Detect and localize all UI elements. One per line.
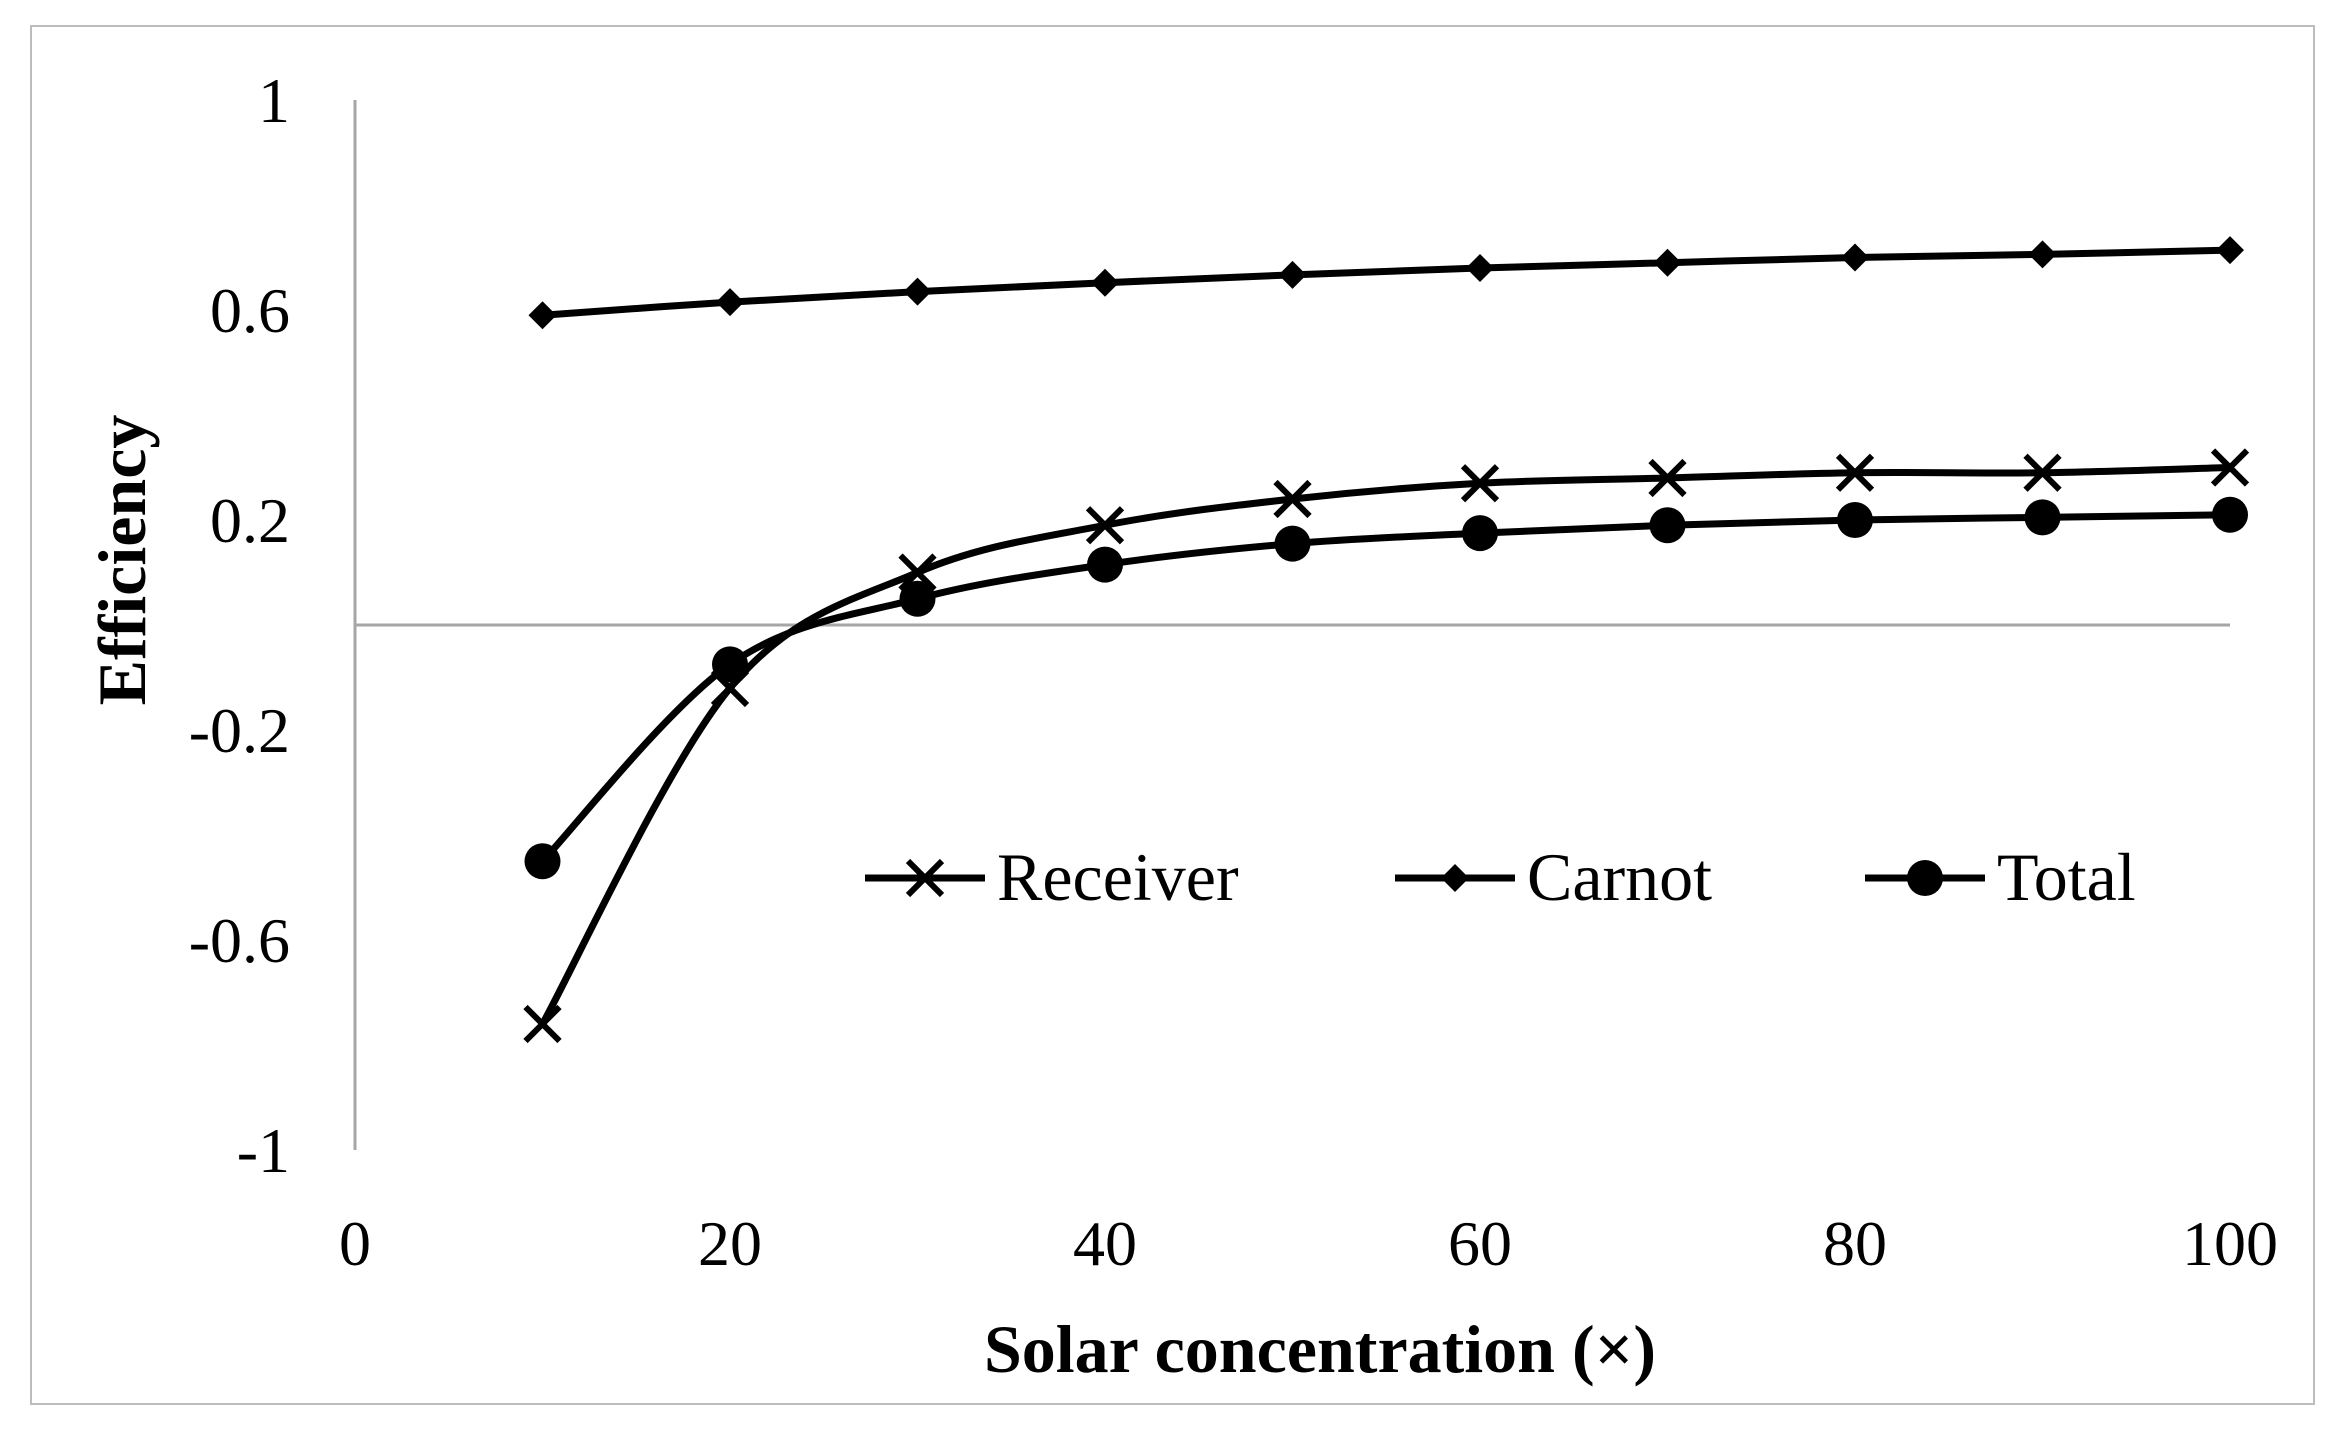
- carnot-point: [1653, 248, 1682, 277]
- legend: Receiver Carnot Total: [865, 839, 2136, 915]
- series-carnot: [528, 236, 2244, 330]
- y-tick-label: -1: [237, 1115, 290, 1186]
- receiver-point: [1835, 453, 1875, 492]
- y-tick-label: -0.2: [189, 695, 290, 766]
- x-tick-label: 0: [339, 1208, 371, 1279]
- receiver-point: [2210, 448, 2250, 487]
- total-point: [1649, 507, 1686, 544]
- carnot-point: [716, 288, 744, 317]
- series-total: [524, 496, 2248, 880]
- axes: [353, 100, 2230, 1150]
- total-point: [1837, 502, 1873, 538]
- receiver-point: [2023, 453, 2062, 492]
- legend-carnot-label: Carnot: [1527, 839, 1712, 915]
- x-tick-label: 40: [1073, 1208, 1137, 1279]
- carnot-point: [528, 301, 557, 330]
- legend-carnot-marker: [1441, 864, 1469, 892]
- legend-total-label: Total: [1997, 839, 2136, 915]
- receiver-point: [898, 553, 937, 592]
- x-tick-label: 80: [1823, 1208, 1887, 1279]
- x-tick-label: 100: [2182, 1208, 2278, 1279]
- carnot-point: [2216, 236, 2244, 265]
- x-axis-title: Solar concentration (×): [984, 1311, 1656, 1387]
- receiver-point: [1648, 458, 1687, 498]
- total-point: [712, 646, 748, 683]
- legend-item-carnot: Carnot: [1395, 839, 1712, 915]
- receiver-point: [1460, 464, 1500, 503]
- y-axis-title: Efficiency: [84, 415, 160, 706]
- carnot-point: [1278, 260, 1307, 289]
- total-point: [1274, 525, 1311, 562]
- receiver-point: [523, 1004, 562, 1044]
- carnot-point: [2028, 240, 2057, 269]
- total-point: [2212, 496, 2248, 533]
- y-tick-label: 1: [258, 65, 290, 136]
- tick-labels: 1 0.6 0.2 -0.2 -0.6 -1 0 20 40 60 80 100: [189, 65, 2278, 1279]
- x-tick-label: 60: [1448, 1208, 1512, 1279]
- total-point: [899, 580, 936, 617]
- carnot-point: [1091, 268, 1119, 297]
- y-tick-label: 0.2: [210, 485, 290, 556]
- receiver-point: [1085, 506, 1125, 545]
- legend-receiver-marker: [905, 858, 945, 898]
- total-line: [539, 511, 2231, 864]
- y-tick-label: 0.6: [210, 275, 290, 346]
- receiver-line: [539, 464, 2231, 1026]
- total-point: [524, 843, 561, 880]
- legend-item-receiver: Receiver: [865, 839, 1239, 915]
- carnot-line: [542, 246, 2231, 319]
- total-point: [1462, 515, 1498, 552]
- legend-total-marker: [1907, 860, 1943, 896]
- total-point: [1087, 546, 1123, 583]
- x-tick-label: 20: [698, 1208, 762, 1279]
- carnot-point: [1466, 254, 1494, 282]
- total-point: [2024, 499, 2061, 536]
- carnot-point: [1841, 243, 1869, 272]
- carnot-point: [903, 277, 932, 306]
- legend-item-total: Total: [1865, 839, 2136, 915]
- legend-receiver-label: Receiver: [997, 839, 1239, 915]
- y-tick-label: -0.6: [189, 905, 290, 976]
- receiver-point: [1273, 479, 1312, 519]
- series-layer: [523, 236, 2250, 1044]
